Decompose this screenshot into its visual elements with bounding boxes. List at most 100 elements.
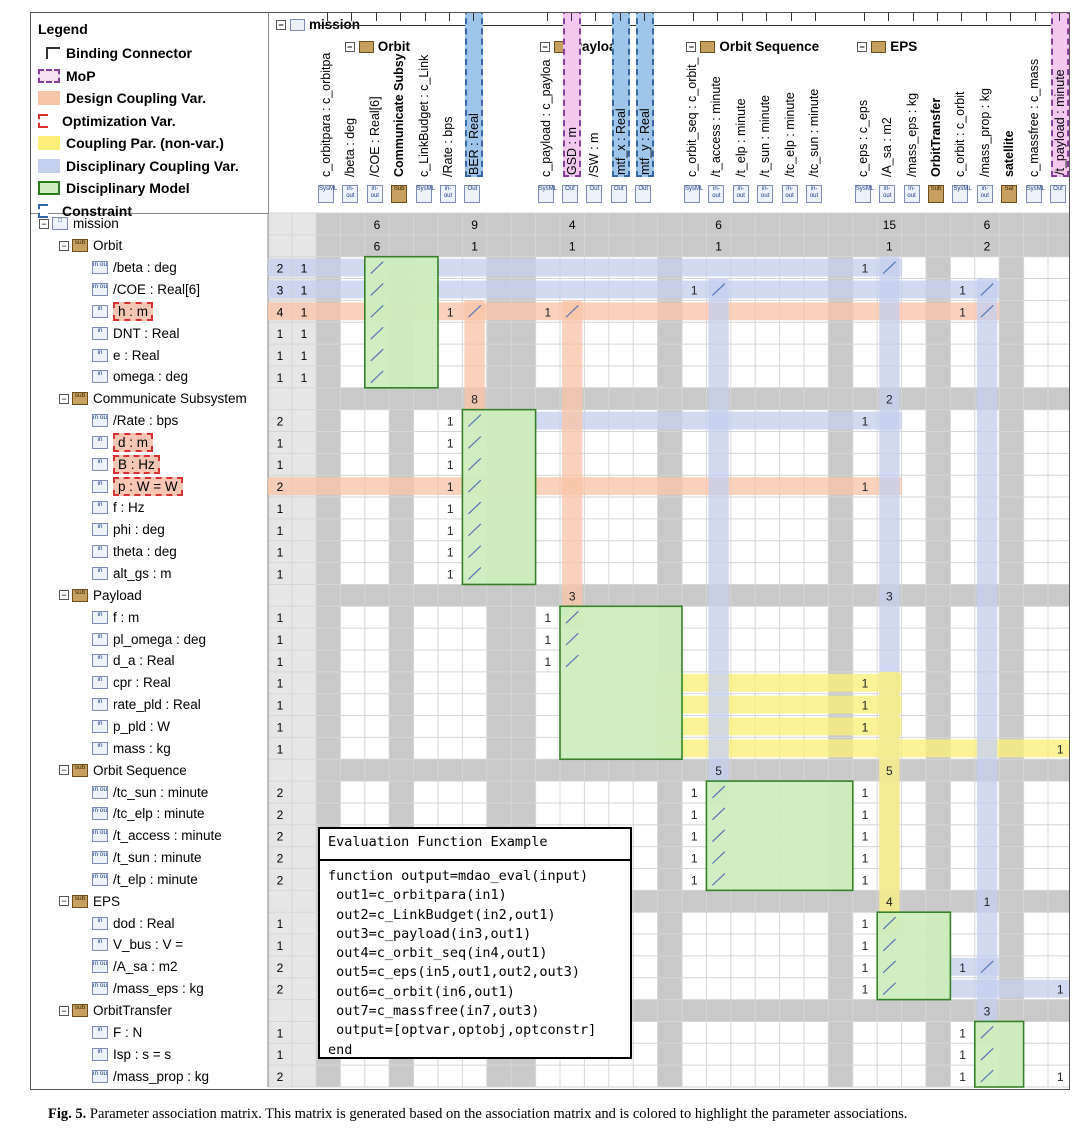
column-header-cell[interactable]: /t_sun : minute in-out xyxy=(755,13,777,205)
column-header-cell[interactable]: c_LinkBudget : c_Link SysML xyxy=(414,13,436,205)
port-icon: in out xyxy=(92,807,108,821)
tree-group-row[interactable]: − sub EPS xyxy=(31,890,296,912)
tree-property-row[interactable]: in f : m xyxy=(31,606,316,628)
column-header-cell[interactable]: /tc_elp : minute in-out xyxy=(780,13,802,205)
column-header-cell[interactable]: /t_access : minute in-out xyxy=(706,13,728,205)
tree-group-row[interactable]: − sub Orbit xyxy=(31,235,296,257)
column-header-cell[interactable]: /SW : m Out xyxy=(584,13,606,205)
column-header-cell[interactable]: /beta : deg in-out xyxy=(340,13,362,205)
collapse-toggle-icon[interactable]: − xyxy=(59,393,69,404)
collapse-toggle-icon[interactable]: − xyxy=(540,41,550,52)
tree-property-row[interactable]: in out/beta : deg xyxy=(31,257,316,279)
tree-property-row[interactable]: in theta : deg xyxy=(31,541,316,563)
tree-group-row[interactable]: − sub Orbit Sequence xyxy=(31,759,296,781)
tree-property-row[interactable]: in pl_omega : deg xyxy=(31,628,316,650)
legend-label: Optimization Var. xyxy=(62,112,176,129)
package-icon xyxy=(290,18,305,31)
tree-property-row[interactable]: in out/t_access : minute xyxy=(31,825,316,847)
tree-group-row[interactable]: − sub OrbitTransfer xyxy=(31,1000,296,1022)
collapse-toggle-icon[interactable]: − xyxy=(59,1005,69,1016)
tree-property-row[interactable]: in cpr : Real xyxy=(31,672,316,694)
tree-property-row[interactable]: in V_bus : V = xyxy=(31,934,316,956)
tree-property-row[interactable]: in out/mass_eps : kg xyxy=(31,978,316,1000)
tree-property-row[interactable]: in h : m xyxy=(31,300,316,322)
port-icon: SysML xyxy=(684,185,703,203)
column-header-cell[interactable]: /mass_prop : kg in-out xyxy=(975,13,997,205)
column-header-cell[interactable]: mtf_y : Real Out xyxy=(633,13,655,205)
column-header-cell[interactable]: c_massfree : c_mass SysML xyxy=(1024,13,1046,205)
column-header-cell[interactable]: /t_payload : minute Out xyxy=(1048,13,1069,205)
tree-property-row[interactable]: in phi : deg xyxy=(31,519,316,541)
column-header-cell[interactable] xyxy=(487,45,509,205)
tree-group-row[interactable]: − sub Communicate Subsystem xyxy=(31,388,296,410)
tree-property-row[interactable]: in out/mass_prop : kg xyxy=(31,1065,316,1087)
tree-property-row[interactable]: in F : N xyxy=(31,1021,316,1043)
tree-group-row[interactable]: − □ mission xyxy=(31,213,276,235)
port-icon: in out xyxy=(92,785,108,799)
tree-property-row[interactable]: in mass : kg xyxy=(31,737,316,759)
collapse-toggle-icon[interactable]: − xyxy=(59,240,69,251)
tree-property-row[interactable]: in Isp : s = s xyxy=(31,1043,316,1065)
legend-label: Coupling Par. (non-var.) xyxy=(66,135,224,151)
column-header-cell[interactable]: GSD : m Out xyxy=(560,13,582,205)
header-group[interactable]: − Orbit Sequence xyxy=(686,39,819,54)
collapse-toggle-icon[interactable]: − xyxy=(59,896,69,907)
column-header-cell[interactable]: /mass_eps : kg in-out xyxy=(902,13,924,205)
column-header-cell[interactable] xyxy=(511,45,533,205)
header-group[interactable]: − Orbit xyxy=(344,39,410,54)
column-header-cell[interactable] xyxy=(658,45,680,205)
header-root[interactable]: − mission xyxy=(276,17,360,32)
column-header-cell[interactable]: c_orbit : c_orbit SysML xyxy=(950,13,972,205)
column-header-cell[interactable]: mtf_x : Real Out xyxy=(609,13,631,205)
column-header-cell[interactable]: /tc_sun : minute in-out xyxy=(804,13,826,205)
column-header-cell[interactable]: /Rate : bps in-out xyxy=(438,13,460,205)
tree-property-row[interactable]: in out/tc_sun : minute xyxy=(31,781,316,803)
column-header-cell[interactable] xyxy=(828,45,850,205)
collapse-toggle-icon[interactable]: − xyxy=(39,218,49,229)
tree-property-row[interactable]: in p_pld : W xyxy=(31,716,316,738)
column-header-cell[interactable]: /t_elp : minute in-out xyxy=(731,13,753,205)
tree-property-row[interactable]: in e : Real xyxy=(31,344,316,366)
column-header-cell[interactable]: OrbitTransfer Sub xyxy=(926,13,948,205)
tree-property-row[interactable]: in omega : deg xyxy=(31,366,316,388)
collapse-toggle-icon[interactable]: − xyxy=(59,590,69,601)
tree-property-row[interactable]: in DNT : Real xyxy=(31,322,316,344)
collapse-toggle-icon[interactable]: − xyxy=(276,19,286,30)
tree-property-row[interactable]: in d_a : Real xyxy=(31,650,316,672)
column-header-cell[interactable]: /COE : Real[6] in-out xyxy=(365,13,387,205)
column-header-cell[interactable]: c_orbit_seq : c_orbit_ SysML xyxy=(682,13,704,205)
tree-property-row[interactable]: in out/A_sa : m2 xyxy=(31,956,316,978)
evaluation-function-code: function output=mdao_eval(input) out1=c_… xyxy=(328,868,597,1058)
column-header-cell[interactable]: c_payload : c_payloa SysML xyxy=(536,13,558,205)
tree-property-row[interactable]: in rate_pld : Real xyxy=(31,694,316,716)
header-group[interactable]: − EPS xyxy=(857,39,917,54)
column-header-label: mtf_y : Real xyxy=(636,13,655,177)
collapse-toggle-icon[interactable]: − xyxy=(59,765,69,776)
tree-property-row[interactable]: in f : Hz xyxy=(31,497,316,519)
tree-property-row[interactable]: in alt_gs : m xyxy=(31,563,316,585)
tree-property-row[interactable]: in d : m xyxy=(31,432,316,454)
tree-property-row[interactable]: in out/COE : Real[6] xyxy=(31,279,316,301)
column-header-cell[interactable]: Communicate Subsy Sub xyxy=(389,13,411,205)
column-header-cell[interactable]: BER : Real Out xyxy=(462,13,484,205)
tree-property-row[interactable]: in out/Rate : bps xyxy=(31,410,316,432)
collapse-toggle-icon[interactable]: − xyxy=(686,41,697,52)
legend: Legend Binding Connector MoP Design Coupli… xyxy=(31,13,269,219)
port-icon: in out xyxy=(92,1069,108,1083)
legend-item: Constraint xyxy=(38,201,132,221)
evaluation-function-box: Evaluation Function Example function out… xyxy=(318,827,632,1059)
tree-property-row[interactable]: in out/t_elp : minute xyxy=(31,869,316,891)
tree-group-row[interactable]: − sub Payload xyxy=(31,584,296,606)
tree-property-row[interactable]: in out/tc_elp : minute xyxy=(31,803,316,825)
column-header-cell[interactable]: satellite Sat xyxy=(999,13,1021,205)
port-icon: Out xyxy=(586,185,603,203)
tree-property-row[interactable]: in dod : Real xyxy=(31,912,316,934)
collapse-toggle-icon[interactable]: − xyxy=(344,41,355,52)
tree-property-row[interactable]: in p : W = W xyxy=(31,475,316,497)
column-header-cell[interactable]: /A_sa : m2 in-out xyxy=(877,13,899,205)
tree-property-row[interactable]: in out/t_sun : minute xyxy=(31,847,316,869)
tree-property-row[interactable]: in B : Hz xyxy=(31,453,316,475)
column-header-cell[interactable]: c_eps : c_eps SysML xyxy=(853,13,875,205)
column-header-cell[interactable]: c_orbitpara : c_orbitpa SysML xyxy=(316,13,338,205)
collapse-toggle-icon[interactable]: − xyxy=(857,41,868,52)
